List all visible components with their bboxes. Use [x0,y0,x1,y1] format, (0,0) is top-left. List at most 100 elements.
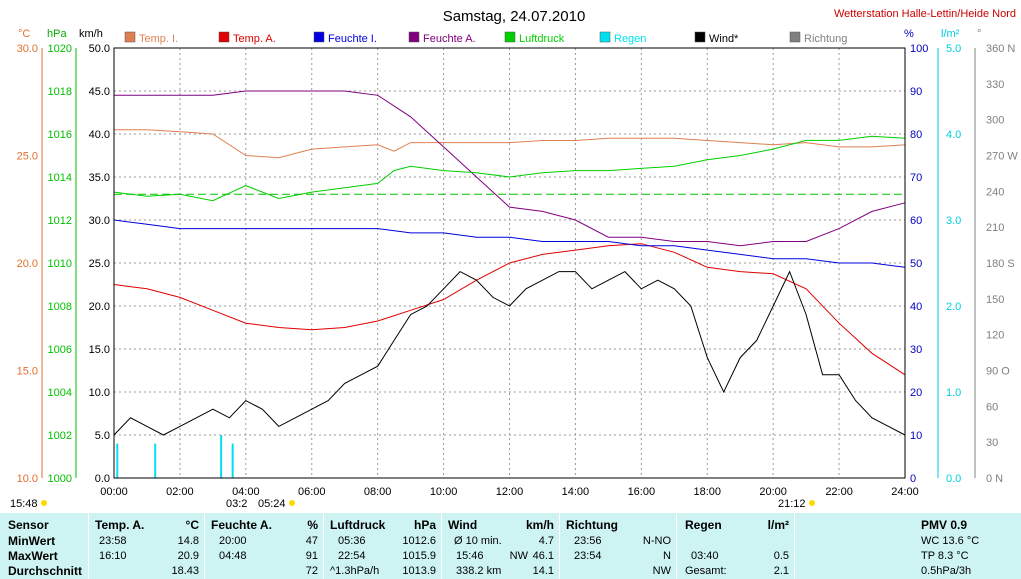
hum-avg-val: 72 [305,565,318,577]
temp-tick-label: 30.0 [17,43,38,55]
x-tick-label: 04:00 [232,486,260,498]
pressure-tick-label: 1012 [48,215,72,227]
x-tick-label: 02:00 [166,486,194,498]
legend-swatch [789,31,801,43]
wind-column: Wind km/h Ø 10 min. 4.7 15:46 NW 46.1 338.2 … [441,513,560,579]
pmv-wc: WC 13.6 °C [921,535,980,547]
wind-col-title: Wind [448,518,478,532]
hum-col-title: Feuchte A. [211,518,272,532]
axes: 30.025.020.015.010.010201018101610141012… [17,43,1019,498]
direction-tick-label: 90 O [986,366,1010,378]
legend-label: Wind* [709,33,739,45]
temp-min-val: 14.8 [177,535,199,547]
legend-label: Feuchte I. [328,33,377,45]
wind-min-val: 4.7 [538,535,554,547]
hum-max-val: 91 [305,550,318,562]
direction-tick-label: 180 S [986,258,1015,270]
pmv-trend: 0.5hPa/3h [921,565,972,577]
x-tick-label: 22:00 [825,486,853,498]
row-labels-column: Sensor MinWert MaxWert Durchschnitt [8,513,88,579]
direction-tick-label: 240 [986,186,1004,198]
x-tick-label: 00:00 [100,486,128,498]
series-line [114,129,906,159]
wind-tick-label: 5.0 [95,430,110,442]
rain-tick-label: 0.0 [946,473,961,485]
press-max-time: 22:54 [338,550,366,562]
daylight-start-label: 05:24 [258,498,286,510]
sun-dot-mid [289,500,295,506]
plot-frame [113,47,906,479]
series-line [113,243,906,376]
dir-max-val: N [663,550,671,562]
legend-swatch [218,31,230,43]
direction-tick-label: 300 [986,115,1004,127]
rain-tick-label: 5.0 [946,43,961,55]
wind-min-note: Ø 10 min. [454,535,502,547]
temp-max-val: 20.9 [177,550,199,562]
humidity-unit-label: % [904,28,914,40]
legend-swatch [124,31,136,43]
legend-label: Luftdruck [519,33,565,45]
legend-swatch [694,31,706,43]
dir-min-time: 23:56 [574,535,602,547]
max-label: MaxWert [8,549,58,563]
sunset-label: 21:12 [778,498,806,510]
min-label: MinWert [8,534,56,548]
x-tick-label: 20:00 [759,486,787,498]
pressure-tick-label: 1020 [48,43,72,55]
rain-total-val: 2.1 [773,565,789,577]
wind-tick-label: 20.0 [89,301,110,313]
x-tick-label: 08:00 [364,486,392,498]
pmv-title: PMV 0.9 [921,518,968,532]
rain-column: Regen l/m² 03:40 0.5 Gesamt: 2.1 [676,513,795,579]
press-col-title: Luftdruck [330,518,386,532]
hum-max-time: 04:48 [219,550,247,562]
hum-col-unit: % [307,518,318,532]
legend-swatch [313,31,325,43]
wind-distance: 338.2 km [456,565,502,577]
hum-min-val: 47 [305,535,318,547]
humidity-tick-label: 50 [910,258,922,270]
press-max-val: 1015.9 [402,550,436,562]
direction-column: Richtung 23:56 N-NO 23:54 N NW [559,513,677,579]
series-line [113,270,906,436]
x-tick-label: 18:00 [693,486,721,498]
temp-col-title: Temp. A. [95,518,145,532]
series-line [114,90,906,247]
direction-unit-label: ° [977,28,981,40]
series-line [113,135,906,202]
humidity-tick-label: 30 [910,344,922,356]
rain-max-time: 03:40 [691,550,719,562]
humidity-tick-label: 60 [910,215,922,227]
temp-tick-label: 15.0 [17,366,38,378]
wind-max-dir: NW [509,550,528,562]
temp-unit-label: °C [18,28,30,40]
legend-label: Temp. I. [139,33,178,45]
legend-label: Richtung [804,33,847,45]
x-tick-label: 14:00 [562,486,590,498]
press-avg-val: 1013.9 [402,565,436,577]
humidity-tick-label: 10 [910,430,922,442]
direction-tick-label: 330 [986,79,1004,91]
wind-unit-label: km/h [79,28,103,40]
wind-tick-label: 0.0 [95,473,110,485]
sensor-label: Sensor [8,518,49,532]
x-tick-label: 16:00 [628,486,656,498]
sunrise-label: 03:2 [226,498,247,510]
series-layer [113,90,906,478]
wind-col-unit: km/h [525,518,554,532]
humidity-tick-label: 80 [910,129,922,141]
direction-tick-label: 210 [986,222,1004,234]
pressure-tick-label: 1010 [48,258,72,270]
direction-tick-label: 150 [986,294,1004,306]
temp-column: Temp. A. °C 23:58 14.8 16:10 20.9 18.43 [88,513,205,579]
temp-tick-label: 20.0 [17,258,38,270]
wind-tick-label: 50.0 [89,43,110,55]
wind-tick-label: 15.0 [89,344,110,356]
rain-tick-label: 4.0 [946,129,961,141]
left-time-label: 15:48 [10,498,38,510]
wind-tick-label: 40.0 [89,129,110,141]
direction-tick-label: 60 [986,401,998,413]
temp-tick-label: 10.0 [17,473,38,485]
rain-max-val: 0.5 [773,550,789,562]
